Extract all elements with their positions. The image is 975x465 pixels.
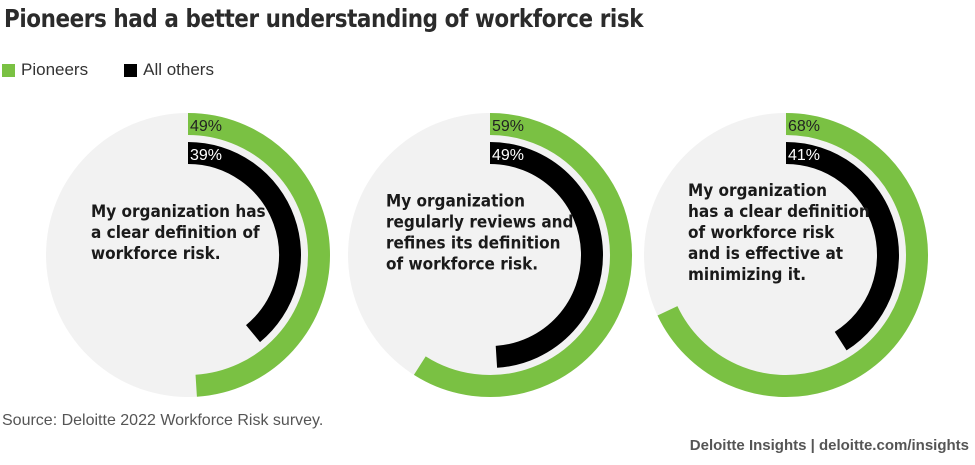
statement-text: My organization has a clear definition of…	[91, 201, 266, 263]
pioneers-value-label: 49%	[190, 118, 222, 135]
statement-text: My organization has a clear definition of …	[688, 180, 870, 284]
footer-credit: Deloitte Insights | deloitte.com/insight…	[689, 437, 969, 454]
legend-item-pioneers: Pioneers	[2, 60, 88, 80]
legend-swatch-others	[124, 63, 138, 77]
all-others-arc	[187, 142, 301, 343]
all-others-arc	[489, 142, 603, 368]
legend-label-pioneers: Pioneers	[21, 60, 89, 79]
legend-swatch-pioneers	[2, 63, 15, 77]
legend: Pioneers All others	[2, 60, 250, 80]
all-others-arc	[785, 142, 899, 351]
statement-text: My organization regularly reviews and refi…	[386, 191, 573, 274]
pioneers-arc	[187, 113, 331, 397]
pioneers-value-label: 68%	[788, 118, 820, 135]
legend-item-others: All others	[124, 60, 214, 80]
source-note: Source: Deloitte 2022 Workforce Risk sur…	[2, 412, 324, 429]
pioneers-arc	[413, 113, 632, 397]
pioneers-arc	[657, 113, 928, 397]
legend-label-others: All others	[143, 60, 214, 79]
chart-title: Pioneers had a better understanding of w…	[4, 4, 644, 33]
all-others-value-label: 49%	[492, 147, 524, 164]
all-others-value-label: 41%	[788, 147, 820, 164]
pioneers-value-label: 59%	[492, 118, 524, 135]
all-others-value-label: 39%	[190, 147, 222, 164]
